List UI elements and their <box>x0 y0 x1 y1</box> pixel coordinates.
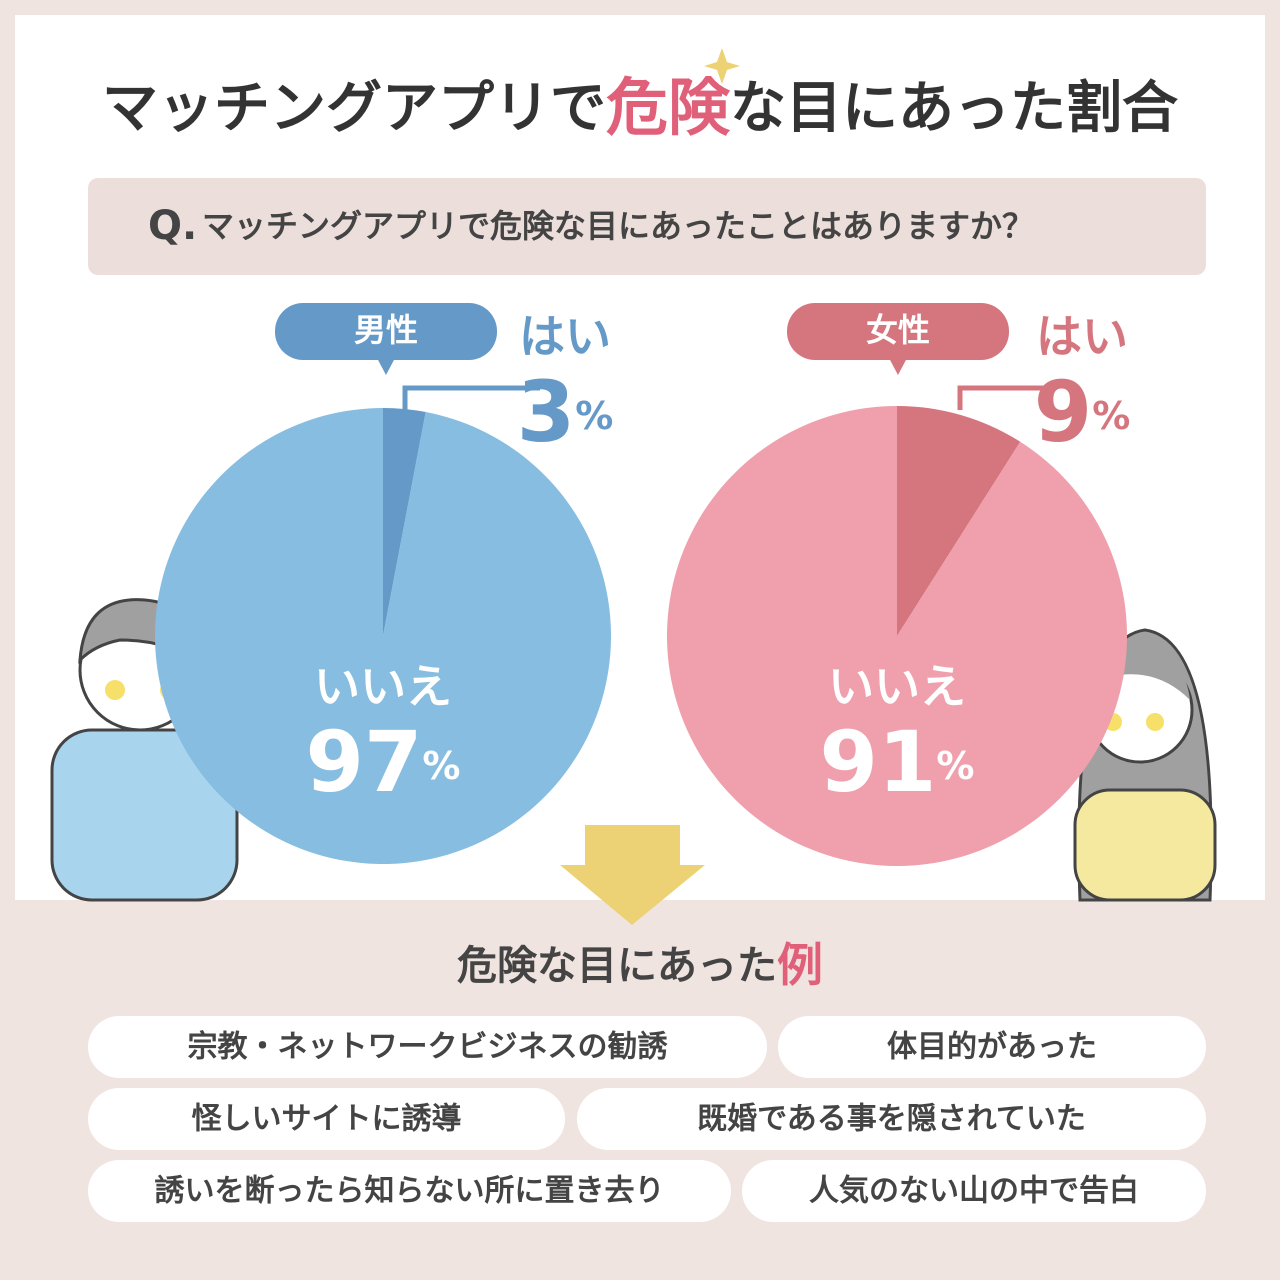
value-label: 91% <box>820 713 975 811</box>
female-figure <box>1073 628 1217 902</box>
pie-slice <box>154 407 611 864</box>
example-text: 人気のない山の中で告白 <box>809 1174 1139 1209</box>
category-label: はい <box>519 310 611 364</box>
pie-slice <box>897 406 1021 636</box>
example-pill <box>88 1160 731 1222</box>
question-prefix: Q. <box>148 203 197 249</box>
sparkle <box>704 48 740 84</box>
examples-heading: 危険な目にあった例 <box>457 938 823 992</box>
tag-pointer <box>889 358 907 375</box>
example-text: 既婚である事を隠されていた <box>697 1102 1086 1137</box>
heading-part: 危険な目にあった <box>457 943 777 989</box>
category-label: いいえ <box>828 660 966 714</box>
example-pill <box>742 1160 1206 1222</box>
category-label: いいえ <box>314 660 452 714</box>
pie-slice <box>667 406 1127 866</box>
series-tag <box>275 303 497 360</box>
series-tag <box>787 303 1009 360</box>
example-text: 怪しいサイトに誘導 <box>192 1102 462 1137</box>
title-part: マッチングアプリで <box>102 76 606 141</box>
tag-pointer <box>377 358 395 375</box>
title-highlight: 危険 <box>606 71 731 144</box>
value-label: 9% <box>1034 363 1131 461</box>
category-label: はい <box>1036 310 1128 364</box>
series-title: 男性 <box>354 311 418 349</box>
leader-line <box>957 385 1055 410</box>
example-pill <box>778 1016 1206 1078</box>
cheek <box>105 680 125 700</box>
series-title: 女性 <box>866 311 930 349</box>
shirt <box>1073 788 1217 902</box>
question-text: マッチングアプリで危険な目にあったことはありますか？ <box>202 207 1034 245</box>
value-label: 97% <box>306 713 461 811</box>
cheek <box>1146 713 1164 731</box>
example-pill <box>577 1088 1206 1150</box>
value-label: 3% <box>517 363 614 461</box>
question-box <box>88 178 1206 275</box>
example-text: 体目的があった <box>887 1030 1097 1065</box>
arrow-down <box>560 825 705 925</box>
leader-line <box>402 385 540 410</box>
example-text: 誘いを断ったら知らない所に置き去り <box>155 1174 665 1209</box>
heading-highlight: 例 <box>777 938 823 992</box>
example-pill <box>88 1016 767 1078</box>
pie-slice <box>383 408 426 636</box>
example-text: 宗教・ネットワークビジネスの勧誘 <box>188 1030 669 1065</box>
title-part: な目にあった割合 <box>730 76 1178 141</box>
title: マッチングアプリで危険な目にあった割合 <box>102 71 1178 144</box>
example-pill <box>88 1088 565 1150</box>
